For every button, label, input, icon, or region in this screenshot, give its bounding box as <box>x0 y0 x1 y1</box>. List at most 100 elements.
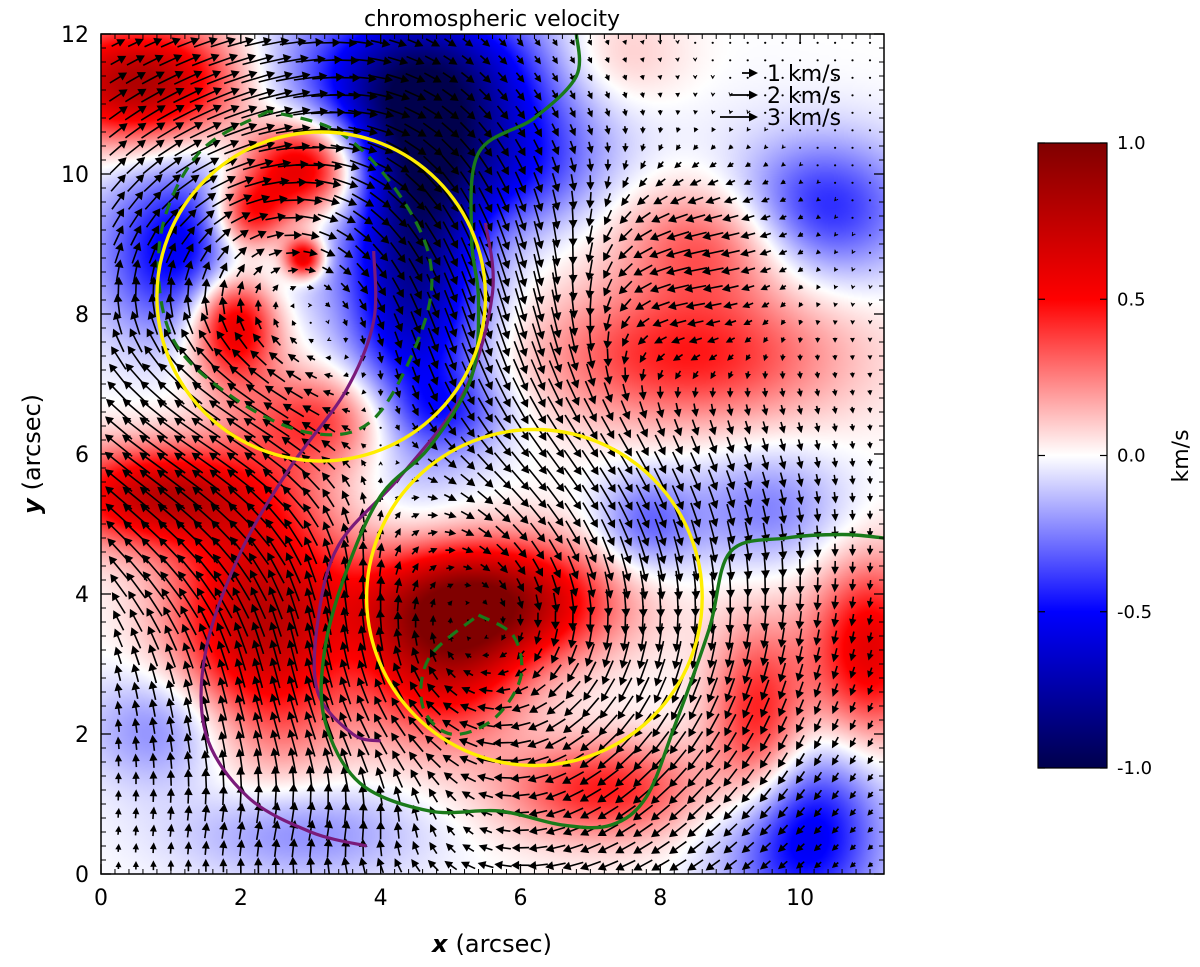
velocity-arrow <box>285 569 300 602</box>
velocity-arrow <box>653 467 667 493</box>
velocity-arrow <box>428 529 438 537</box>
velocity-arrow <box>849 737 857 748</box>
velocity-arrow <box>447 600 453 607</box>
velocity-arrow <box>477 416 493 439</box>
velocity-arrow <box>545 861 566 871</box>
velocity-arrow <box>429 615 437 626</box>
velocity-arrow <box>633 859 653 871</box>
velocity-arrow <box>831 826 839 834</box>
velocity-arrow <box>583 397 597 423</box>
colorbar-tick-label: -0.5 <box>1117 602 1152 623</box>
velocity-arrow <box>849 475 856 485</box>
velocity-arrow <box>219 803 228 822</box>
velocity-arrow <box>441 122 460 138</box>
colorbar-tick-label: 1.0 <box>1117 133 1146 154</box>
velocity-arrow <box>479 827 493 835</box>
velocity-arrow <box>428 666 439 680</box>
velocity-arrow <box>545 718 566 732</box>
velocity-arrow <box>325 319 330 325</box>
velocity-arrow <box>269 693 281 723</box>
velocity-arrow <box>849 527 856 539</box>
velocity-arrow <box>866 528 874 538</box>
velocity-arrow <box>746 126 751 132</box>
velocity-arrow <box>111 346 127 370</box>
velocity-arrow <box>778 860 788 870</box>
velocity-arrow <box>777 842 788 853</box>
velocity-arrow <box>308 338 314 344</box>
velocity-arrow <box>669 196 686 205</box>
velocity-arrow <box>159 156 183 175</box>
velocity-arrow <box>581 449 599 476</box>
velocity-arrow <box>330 144 361 154</box>
velocity-arrow <box>797 266 804 273</box>
velocity-arrow <box>198 329 214 352</box>
velocity-arrow <box>357 766 367 790</box>
velocity-arrow <box>423 89 443 101</box>
velocity-arrow <box>109 363 129 388</box>
velocity-arrow <box>528 414 547 441</box>
velocity-arrow <box>683 266 708 276</box>
velocity-arrow <box>567 361 580 389</box>
velocity-arrow <box>477 490 494 505</box>
velocity-arrow <box>339 658 351 687</box>
velocity-arrow <box>834 249 839 255</box>
velocity-arrow <box>232 604 249 637</box>
velocity-arrow <box>213 211 233 225</box>
velocity-arrow <box>115 790 122 801</box>
velocity-arrow <box>615 805 636 820</box>
velocity-arrow <box>232 229 249 242</box>
velocity-arrow <box>149 806 157 820</box>
velocity-arrow <box>514 560 526 575</box>
velocity-arrow <box>214 587 233 619</box>
velocity-arrow <box>604 142 611 153</box>
velocity-arrow <box>763 144 769 150</box>
velocity-arrow <box>831 509 839 522</box>
velocity-arrow <box>586 56 593 64</box>
velocity-arrow <box>219 858 228 873</box>
velocity-arrow <box>281 436 306 455</box>
velocity-arrow <box>282 213 304 223</box>
velocity-arrow <box>690 435 701 455</box>
velocity-arrow <box>114 754 123 767</box>
velocity-arrow <box>156 417 186 439</box>
velocity-arrow <box>834 164 837 167</box>
velocity-arrow <box>480 563 491 572</box>
velocity-arrow <box>528 826 548 835</box>
velocity-arrow <box>287 353 300 363</box>
velocity-arrow <box>633 749 653 771</box>
velocity-arrow <box>586 346 596 369</box>
velocity-arrow <box>342 300 349 310</box>
velocity-arrow <box>108 123 128 138</box>
velocity-arrow <box>744 504 753 526</box>
velocity-arrow <box>445 843 456 854</box>
velocity-arrow <box>603 348 613 367</box>
velocity-arrow <box>741 283 755 292</box>
velocity-arrow <box>639 570 649 600</box>
velocity-arrow <box>569 291 578 319</box>
velocity-arrow <box>148 662 158 684</box>
velocity-arrow <box>530 522 546 543</box>
velocity-arrow <box>385 90 411 101</box>
velocity-arrow <box>654 434 666 456</box>
velocity-arrow <box>779 196 786 202</box>
velocity-arrow <box>532 558 543 577</box>
velocity-arrow <box>306 856 316 874</box>
velocity-arrow <box>141 71 165 85</box>
velocity-arrow <box>724 318 737 326</box>
velocity-arrow <box>799 129 802 132</box>
velocity-arrow <box>343 372 349 378</box>
velocity-arrow <box>302 487 320 509</box>
velocity-arrow <box>851 249 856 255</box>
velocity-arrow <box>144 589 163 617</box>
velocity-arrow <box>144 191 162 210</box>
velocity-arrow <box>779 371 786 380</box>
velocity-arrow <box>620 400 631 420</box>
velocity-arrow <box>112 328 125 353</box>
velocity-arrow <box>651 301 670 311</box>
velocity-arrow <box>602 624 612 651</box>
velocity-arrow <box>615 768 637 787</box>
velocity-arrow <box>851 267 856 272</box>
velocity-arrow <box>867 685 874 696</box>
velocity-arrow <box>405 72 426 83</box>
velocity-arrow <box>729 59 732 62</box>
